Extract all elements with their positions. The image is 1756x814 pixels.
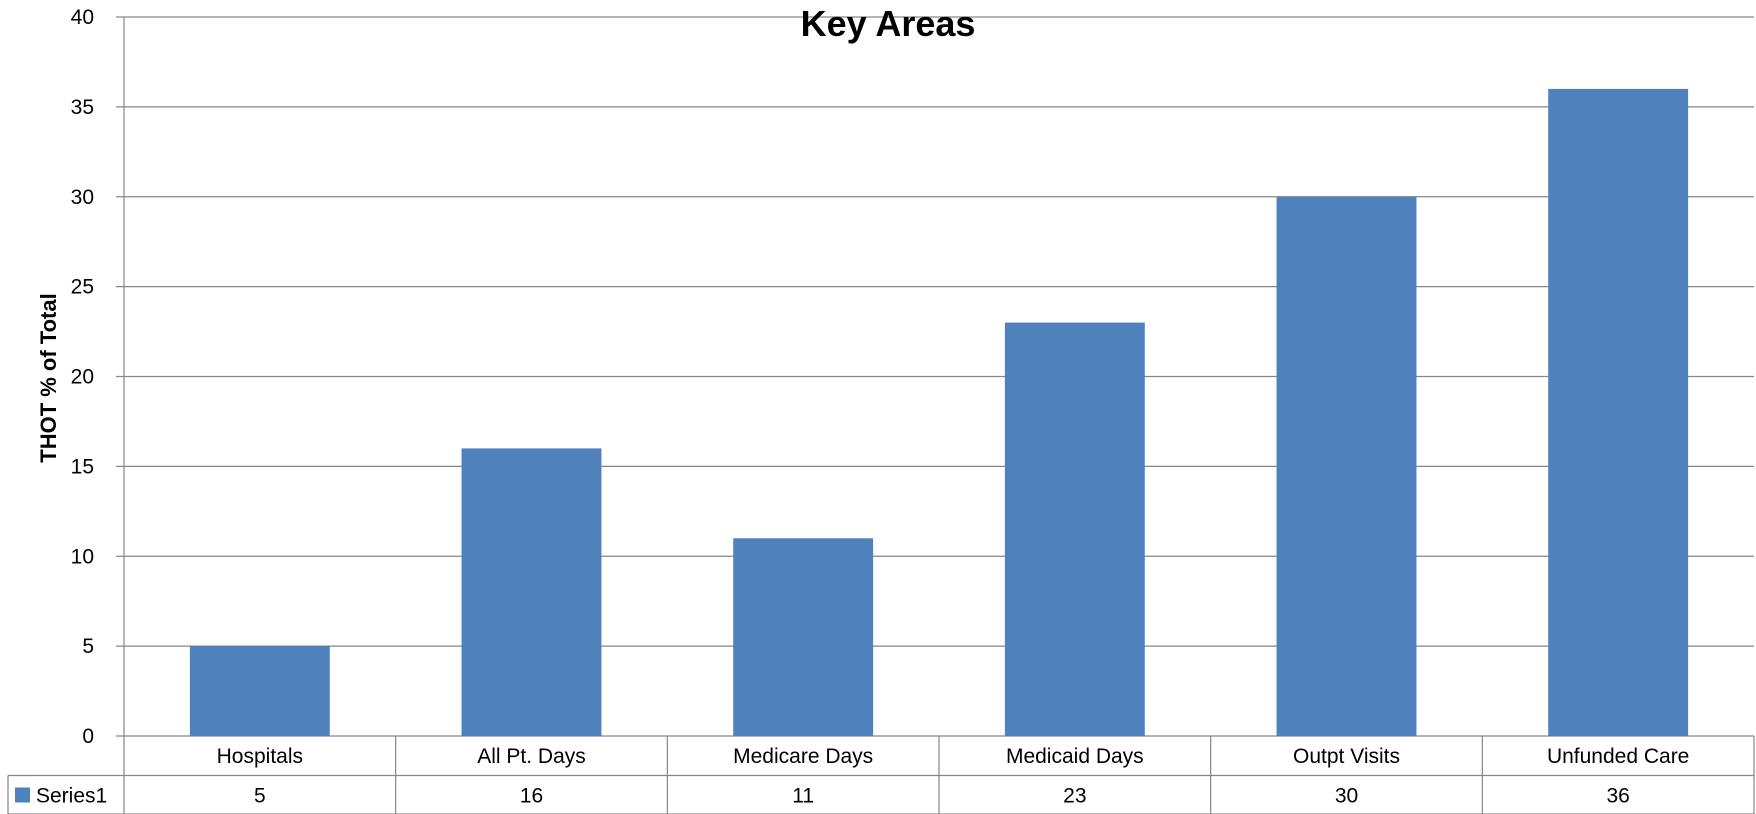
bar <box>1276 196 1417 736</box>
x-tick-label: Hospitals <box>217 745 303 768</box>
y-tick-label: 40 <box>71 6 94 29</box>
legend-swatch <box>15 787 30 803</box>
x-tick-label: Medicare Days <box>733 745 873 768</box>
gridlines <box>116 16 1754 737</box>
y-tick-label: 30 <box>71 186 94 209</box>
bar <box>189 646 330 736</box>
y-tick-label: 20 <box>71 366 94 389</box>
legend-label: Series1 <box>36 785 107 808</box>
data-label: 30 <box>1335 785 1358 808</box>
y-tick-label: 5 <box>82 635 94 658</box>
y-tick-label: 10 <box>71 545 94 568</box>
x-tick-label: Unfunded Care <box>1547 745 1689 768</box>
data-table: Hospitals All Pt. Days Medicare Days Medica… <box>7 736 1755 814</box>
y-tick-label: 15 <box>71 455 94 478</box>
data-label: 36 <box>1606 785 1629 808</box>
bar <box>733 538 874 736</box>
x-tick-label: Outpt Visits <box>1293 745 1400 768</box>
data-label: 11 <box>792 785 814 808</box>
data-label: 5 <box>254 785 266 808</box>
bar <box>1004 322 1145 736</box>
y-tick-label: 35 <box>71 96 94 119</box>
y-tick-label: 0 <box>82 725 94 748</box>
x-tick-label: All Pt. Days <box>477 745 586 768</box>
bars <box>189 88 1689 736</box>
chart-title: Key Areas <box>801 3 976 44</box>
y-axis-label: THOT % of Total <box>36 293 61 462</box>
bar <box>1548 88 1689 736</box>
data-label: 16 <box>520 785 543 808</box>
bar <box>461 448 602 736</box>
y-tick-label: 25 <box>71 276 94 299</box>
y-axis: 0 5 10 15 20 25 30 35 40 <box>71 6 125 814</box>
x-tick-label: Medicaid Days <box>1006 745 1144 768</box>
data-label: 23 <box>1063 785 1086 808</box>
